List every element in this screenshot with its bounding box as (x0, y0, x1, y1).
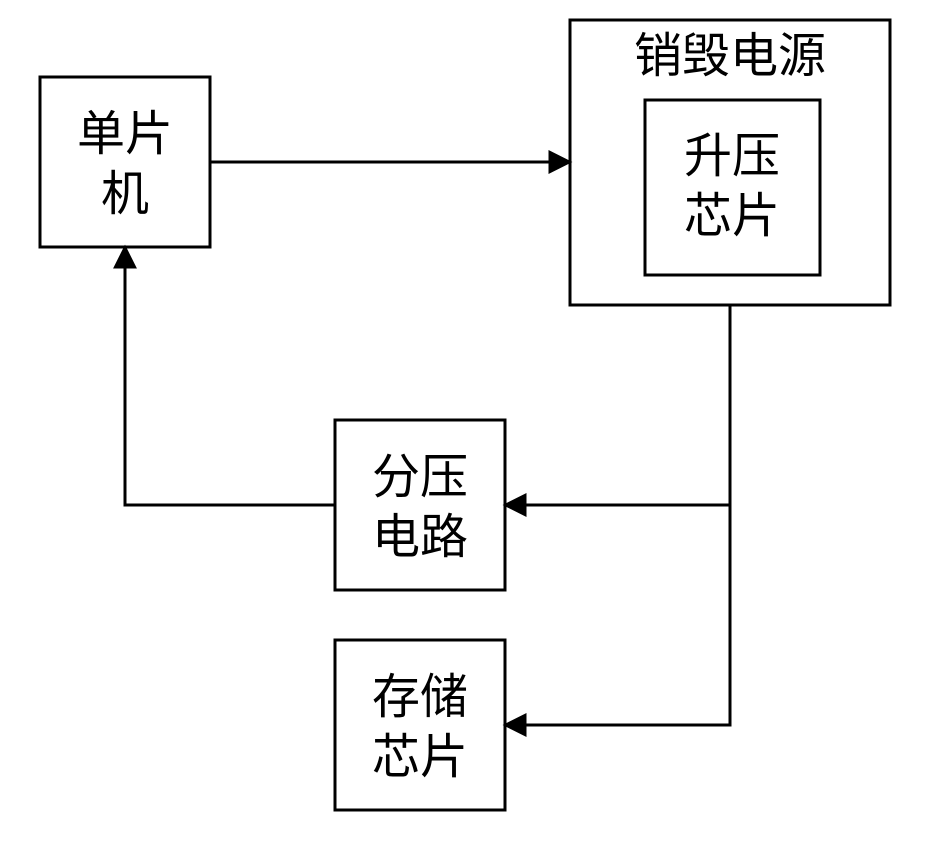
node-mcu-label1: 单片 (77, 108, 173, 161)
node-storage-label1: 存储 (372, 671, 468, 724)
edge-power-to-divider (505, 305, 730, 505)
edge-divider-to-mcu (125, 247, 335, 505)
edge-power-to-storage (505, 505, 730, 725)
node-boost-chip-label1: 升压 (684, 130, 780, 183)
node-destroy-power-title: 销毁电源 (634, 30, 826, 83)
node-divider: 分压 电路 (335, 420, 505, 590)
node-storage-label2: 芯片 (372, 731, 468, 784)
node-boost-chip: 升压 芯片 (645, 100, 820, 275)
node-divider-label1: 分压 (372, 451, 468, 504)
node-destroy-power: 销毁电源 升压 芯片 (570, 20, 890, 305)
node-boost-chip-label2: 芯片 (684, 190, 780, 243)
node-storage: 存储 芯片 (335, 640, 505, 810)
node-mcu-label2: 机 (101, 168, 149, 221)
node-divider-label2: 电路 (372, 511, 468, 564)
node-mcu: 单片 机 (40, 77, 210, 247)
